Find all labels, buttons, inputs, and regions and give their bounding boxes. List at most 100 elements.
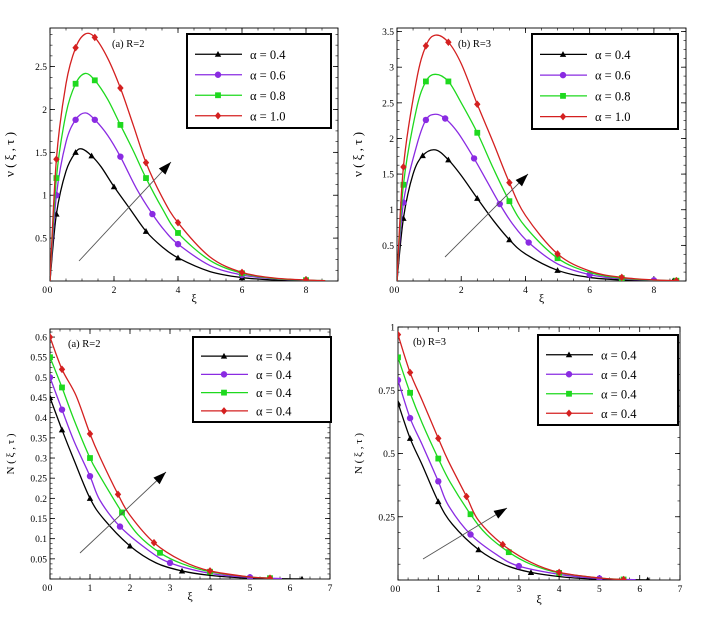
data-point-2 — [50, 374, 54, 381]
legend-entry-2: α = 0.6 — [595, 69, 630, 83]
data-point-1 — [300, 575, 304, 579]
y-tick-label: 0.6 — [35, 334, 47, 344]
data-point-2 — [166, 559, 174, 567]
data-point-1 — [474, 195, 481, 201]
legend-marker-2 — [214, 71, 222, 78]
data-point-4 — [50, 333, 54, 341]
data-point-3 — [407, 389, 413, 396]
data-point-3 — [157, 549, 163, 556]
data-point-1 — [645, 576, 650, 580]
legend-marker-3 — [560, 92, 566, 99]
y-axis-label: N ( ξ , τ ) — [353, 433, 365, 474]
data-point-4 — [400, 163, 407, 171]
data-point-4 — [114, 490, 122, 499]
data-point-3 — [50, 354, 53, 361]
series-line-3 — [50, 356, 271, 579]
data-point-3 — [445, 78, 452, 85]
y-tick-label: 1 — [42, 192, 47, 202]
data-point-4 — [620, 575, 627, 580]
x-tick-label: 8 — [304, 286, 309, 296]
x-tick-label: 6 — [587, 286, 592, 296]
data-point-1 — [506, 236, 513, 243]
y-tick-label: 1 — [390, 324, 395, 334]
legend-box — [531, 33, 679, 130]
data-point-4 — [673, 276, 680, 281]
data-point-3 — [72, 80, 79, 87]
legend-marker-1 — [214, 51, 222, 57]
data-point-2 — [515, 562, 523, 570]
y-tick-label: 0.4 — [35, 414, 47, 424]
data-point-1 — [554, 267, 561, 273]
x-tick-label: 0 — [396, 585, 401, 595]
data-point-4 — [91, 33, 98, 42]
data-point-1 — [445, 156, 452, 163]
data-point-4 — [406, 368, 414, 377]
y-tick-label: 2 — [389, 135, 394, 145]
y-tick-label: 1.5 — [382, 171, 394, 181]
data-point-2 — [58, 406, 66, 413]
legend-entry-4: α = 1.0 — [595, 110, 630, 124]
x-tick-label: 1 — [88, 584, 93, 594]
data-point-4 — [266, 574, 274, 579]
trend-arrow-shaft — [78, 161, 172, 262]
data-point-4 — [206, 567, 214, 575]
data-point-4 — [302, 276, 310, 281]
x-tick-label: 2 — [128, 584, 133, 594]
legend-entry-1: α = 0.4 — [256, 350, 292, 364]
legend-box — [537, 334, 679, 426]
data-point-4 — [398, 330, 402, 339]
legend-entry-4: α = 0.4 — [601, 407, 637, 421]
series-line-1 — [50, 148, 323, 281]
y-tick-label: 0.55 — [30, 354, 47, 364]
data-point-4 — [422, 42, 430, 50]
data-point-3 — [119, 509, 125, 516]
trend-arrow-shaft — [444, 173, 529, 258]
series-line-1 — [397, 149, 674, 281]
legend: α = 0.4 α = 0.4 α = 0.4 α = 0.4 — [192, 336, 332, 423]
y-tick-label: 0.5 — [382, 242, 394, 252]
data-point-4 — [117, 84, 124, 92]
legend-entry-2: α = 0.6 — [250, 68, 285, 82]
data-point-1 — [178, 567, 186, 574]
x-axis-label: ξ — [187, 589, 193, 603]
trend-arrow-shaft — [79, 471, 167, 554]
legend-marker-1 — [559, 51, 567, 57]
data-point-2 — [174, 240, 182, 248]
x-tick-label: 4 — [523, 286, 528, 296]
data-point-4 — [445, 38, 452, 47]
x-tick-label: 5 — [248, 584, 253, 594]
data-point-1 — [88, 152, 95, 159]
legend-entry-2: α = 0.4 — [256, 368, 292, 382]
legend-marker-2 — [565, 371, 573, 378]
data-point-2 — [398, 376, 402, 384]
chart-panel-4: 0 1 2 3 4 5 6 7 0.25 0.5 0.75 1 0 ξ N ( ξ , τ ) (b) R=3… — [353, 324, 683, 607]
legend-marker-1 — [565, 351, 573, 358]
y-axis-label: N ( ξ , τ ) — [5, 433, 17, 474]
legend-entry-3: α = 0.4 — [256, 386, 292, 400]
data-point-4 — [474, 100, 481, 109]
legend: α = 0.4 α = 0.6 α = 0.8 α = 1.0 — [186, 33, 332, 129]
panel-label: (a) R=2 — [112, 39, 144, 50]
series-line-3 — [50, 72, 326, 281]
y-tick-label: 0.25 — [30, 475, 47, 485]
origin-label: 0 — [42, 286, 47, 296]
data-point-1 — [435, 498, 442, 505]
legend-entry-3: α = 0.4 — [601, 387, 637, 401]
data-point-2 — [441, 115, 449, 122]
series-layer — [50, 333, 304, 579]
legend-entry-1: α = 0.4 — [250, 48, 286, 62]
y-tick-label: 2.5 — [382, 99, 394, 109]
trend-arrow-head — [158, 162, 171, 175]
panel-label: (a) R=2 — [68, 339, 100, 350]
data-point-1 — [174, 254, 182, 261]
data-point-1 — [110, 183, 118, 190]
data-point-4 — [555, 568, 563, 577]
data-point-4 — [435, 434, 442, 443]
y-axis-label: ν ( ξ , τ ) — [350, 132, 365, 177]
data-point-4 — [554, 250, 561, 258]
x-tick-label: 5 — [597, 585, 602, 595]
data-point-1 — [86, 495, 94, 501]
data-point-2 — [467, 531, 474, 538]
legend-entry-2: α = 0.4 — [601, 368, 637, 382]
